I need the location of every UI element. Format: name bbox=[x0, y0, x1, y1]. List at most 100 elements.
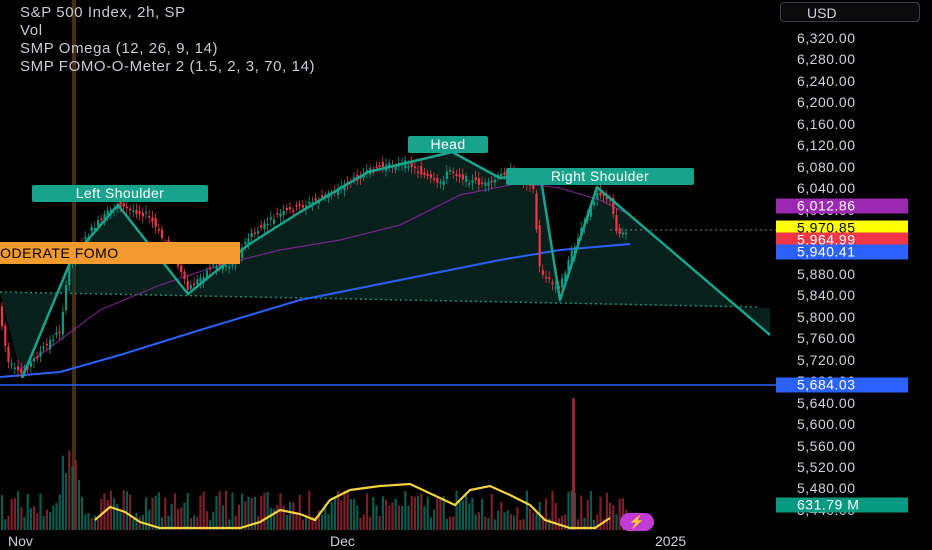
candle-body bbox=[26, 366, 29, 370]
candle-body bbox=[455, 174, 458, 176]
volume-bar bbox=[413, 496, 416, 530]
candle-body bbox=[343, 184, 346, 191]
candle-body bbox=[36, 356, 39, 359]
volume-spike bbox=[572, 398, 575, 530]
volume-bar bbox=[167, 515, 170, 530]
candle-body bbox=[487, 181, 490, 187]
volume-bar bbox=[74, 460, 77, 530]
volume-bar bbox=[292, 502, 295, 530]
candle-body bbox=[52, 339, 55, 342]
candle-body bbox=[231, 264, 234, 267]
candle-body bbox=[253, 232, 256, 235]
volume-bar bbox=[36, 513, 39, 530]
fomo-legend[interactable]: SMP FOMO-O-Meter 2 (1.5, 2, 3, 70, 14) bbox=[20, 58, 316, 75]
candle-body bbox=[378, 165, 381, 167]
candle-body bbox=[65, 284, 68, 311]
volume-bar bbox=[90, 517, 93, 530]
volume-bar bbox=[535, 511, 538, 530]
volume-bar bbox=[84, 514, 87, 530]
volume-bar bbox=[145, 497, 148, 530]
candle-body bbox=[154, 217, 157, 227]
candle-body bbox=[439, 181, 442, 184]
volume-bar bbox=[468, 503, 471, 530]
chart-legend: S&P 500 Index, 2h, SP Vol SMP Omega (12,… bbox=[20, 4, 315, 76]
volume-bar bbox=[385, 500, 388, 530]
volume-bar bbox=[221, 505, 224, 530]
candle-body bbox=[423, 172, 426, 175]
currency-selector[interactable]: USD bbox=[780, 2, 920, 22]
volume-bar bbox=[65, 473, 68, 530]
volume-bar bbox=[193, 515, 196, 530]
candle-body bbox=[301, 204, 304, 208]
volume-bar bbox=[247, 496, 250, 530]
volume-bar bbox=[455, 490, 458, 530]
volume-bar bbox=[551, 490, 554, 530]
candle-body bbox=[282, 210, 285, 215]
volume-bar bbox=[218, 491, 221, 530]
lightning-icon[interactable]: ⚡ bbox=[620, 513, 654, 531]
volume-bar bbox=[106, 499, 109, 530]
volume-legend[interactable]: Vol bbox=[20, 22, 43, 39]
price-tick: 6,160.00 bbox=[797, 115, 856, 132]
volume-bar bbox=[148, 509, 151, 530]
volume-bar bbox=[452, 516, 455, 530]
volume-bar bbox=[97, 519, 100, 530]
head-shoulders-outline bbox=[20, 150, 771, 379]
volume-bar bbox=[365, 493, 368, 530]
volume-bar bbox=[548, 518, 551, 530]
volume-bar bbox=[314, 516, 317, 530]
symbol-title[interactable]: S&P 500 Index, 2h, SP bbox=[20, 4, 186, 21]
candle-body bbox=[202, 276, 205, 282]
volume-bar bbox=[58, 494, 61, 530]
price-tick: 5,520.00 bbox=[797, 459, 856, 475]
candle-body bbox=[477, 178, 480, 185]
volume-bar bbox=[442, 496, 445, 530]
candle-body bbox=[599, 191, 602, 196]
volume-bar bbox=[391, 502, 394, 530]
candle-body bbox=[458, 174, 461, 177]
volume-bar bbox=[109, 490, 112, 530]
volume-bar bbox=[161, 517, 164, 530]
candle-body bbox=[442, 180, 445, 186]
volume-bar bbox=[308, 490, 311, 530]
candle-body bbox=[269, 217, 272, 220]
volume-bar bbox=[324, 504, 327, 530]
volume-bar bbox=[298, 494, 301, 530]
volume-bar bbox=[250, 498, 253, 530]
volume-bar bbox=[481, 499, 484, 530]
volume-bar bbox=[449, 516, 452, 530]
volume-bar bbox=[10, 499, 13, 530]
candle-body bbox=[106, 210, 109, 218]
candle-body bbox=[199, 277, 202, 283]
volume-bar bbox=[317, 510, 320, 530]
volume-bar bbox=[196, 516, 199, 530]
xaxis-label-dec: Dec bbox=[330, 533, 355, 549]
candle-body bbox=[417, 171, 420, 173]
candle-body bbox=[260, 225, 263, 228]
volume-bar bbox=[71, 466, 74, 530]
candle-body bbox=[618, 228, 621, 235]
volume-bar bbox=[381, 496, 384, 530]
volume-bar bbox=[1, 495, 4, 530]
candle-body bbox=[1, 306, 4, 327]
volume-bar bbox=[135, 512, 138, 530]
candle-body bbox=[250, 233, 253, 238]
price-tick: 6,040.00 bbox=[797, 180, 856, 197]
volume-bar bbox=[17, 491, 20, 530]
sma-short-line bbox=[19, 182, 631, 371]
candle-body bbox=[596, 192, 599, 200]
candle-body bbox=[61, 311, 64, 335]
volume-bar bbox=[138, 516, 141, 530]
volume-bar bbox=[205, 511, 208, 530]
xaxis-label-nov: Nov bbox=[8, 533, 33, 549]
candle-body bbox=[490, 180, 493, 183]
candle-body bbox=[292, 210, 295, 213]
price-tick: 6,280.00 bbox=[797, 51, 856, 68]
candle-body bbox=[449, 170, 452, 172]
omega-legend[interactable]: SMP Omega (12, 26, 9, 14) bbox=[20, 40, 219, 57]
candle-body bbox=[33, 358, 36, 362]
candle-body bbox=[615, 215, 618, 232]
candle-body bbox=[605, 196, 608, 199]
volume-bar bbox=[401, 505, 404, 530]
